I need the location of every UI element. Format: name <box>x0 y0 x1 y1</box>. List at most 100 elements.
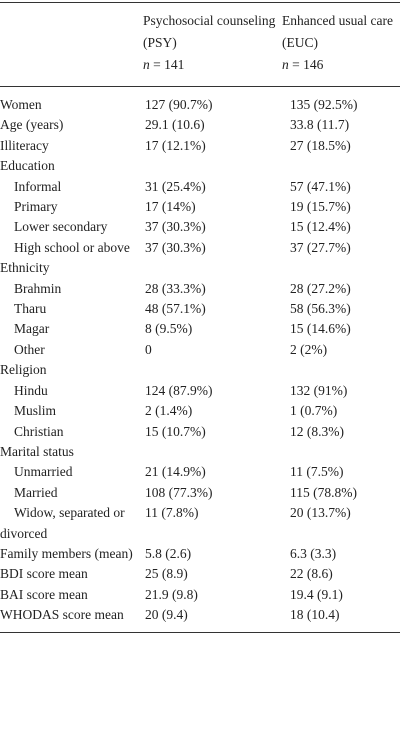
euc-cell: 18 (10.4) <box>290 607 340 623</box>
data-table: Psychosocial counseling (PSY) n = 141 Enha… <box>0 2 400 633</box>
psy-cell <box>138 442 282 462</box>
column-n: n = 146 <box>282 54 400 76</box>
euc-cell: 28 (27.2%) <box>290 280 351 296</box>
header-empty <box>0 3 138 87</box>
row-label: Family members (mean) <box>0 545 133 561</box>
table-row: Tharu 48 (57.1%) 58 (56.3%) <box>0 299 400 319</box>
euc-cell: 19 (15.7%) <box>290 199 351 215</box>
euc-cell: 2 (2%) <box>290 341 328 357</box>
table-row: WHODAS score mean 20 (9.4) 18 (10.4) <box>0 605 400 632</box>
table-row: Informal 31 (25.4%) 57 (47.1%) <box>0 177 400 197</box>
row-label: WHODAS score mean <box>0 607 124 623</box>
table-row: Family members (mean) 5.8 (2.6) 6.3 (3.3) <box>0 544 400 564</box>
row-label: Married <box>14 484 58 500</box>
psy-cell: 48 (57.1%) <box>145 301 206 317</box>
psy-cell: 108 (77.3%) <box>145 484 213 500</box>
table-row: Primary 17 (14%) 19 (15.7%) <box>0 197 400 217</box>
table-row: Unmarried 21 (14.9%) 11 (7.5%) <box>0 462 400 482</box>
row-label: Brahmin <box>14 280 62 296</box>
table-row: Ethnicity <box>0 258 400 278</box>
table-row: Married 108 (77.3%) 115 (78.8%) <box>0 483 400 503</box>
n-label: n <box>282 57 289 72</box>
row-label: Women <box>0 97 42 112</box>
row-label: Informal <box>14 178 62 194</box>
psy-cell: 20 (9.4) <box>145 607 188 623</box>
euc-cell <box>282 442 400 462</box>
psy-cell: 21.9 (9.8) <box>145 586 198 602</box>
row-label: Christian <box>14 423 64 439</box>
euc-cell: 15 (12.4%) <box>290 219 351 235</box>
euc-cell <box>282 258 400 278</box>
euc-cell: 27 (18.5%) <box>290 137 351 153</box>
table-row: Women 127 (90.7%) 135 (92.5%) <box>0 87 400 116</box>
row-label: High school or above <box>14 239 130 255</box>
row-label: Lower secondary <box>14 219 108 235</box>
column-header: Psychosocial counseling (PSY) n = 141 <box>138 3 282 87</box>
psy-cell: 21 (14.9%) <box>145 464 206 480</box>
column-n: n = 141 <box>143 54 282 76</box>
euc-cell: 11 (7.5%) <box>290 464 344 480</box>
euc-cell: 33.8 (11.7) <box>290 117 350 133</box>
table-row: BDI score mean 25 (8.9) 22 (8.6) <box>0 564 400 584</box>
psy-cell: 17 (12.1%) <box>145 137 206 153</box>
psy-cell: 11 (7.8%) <box>145 505 199 521</box>
table-row: Lower secondary 37 (30.3%) 15 (12.4%) <box>0 217 400 237</box>
psy-cell: 37 (30.3%) <box>145 239 206 255</box>
psy-cell: 0 <box>145 341 152 357</box>
table-row: High school or above 37 (30.3%) 37 (27.7%) <box>0 238 400 258</box>
table-row: Age (years) 29.1 (10.6) 33.8 (11.7) <box>0 115 400 135</box>
psy-cell: 5.8 (2.6) <box>145 545 192 561</box>
row-label: Muslim <box>14 403 57 419</box>
psy-cell: 31 (25.4%) <box>145 178 206 194</box>
table-row: Hindu 124 (87.9%) 132 (91%) <box>0 381 400 401</box>
euc-cell: 58 (56.3%) <box>290 301 351 317</box>
table-row: Christian 15 (10.7%) 12 (8.3%) <box>0 422 400 442</box>
row-label: BAI score mean <box>0 586 88 602</box>
table-body: Women 127 (90.7%) 135 (92.5%) Age (years) 29… <box>0 87 400 633</box>
psy-cell: 28 (33.3%) <box>145 280 206 296</box>
table-row: Illiteracy 17 (12.1%) 27 (18.5%) <box>0 136 400 156</box>
row-label: Religion <box>0 362 47 378</box>
row-label: Marital status <box>0 443 74 459</box>
row-label: Education <box>0 158 55 174</box>
euc-cell: 135 (92.5%) <box>290 97 358 112</box>
psy-cell <box>138 360 282 380</box>
row-label: Illiteracy <box>0 137 49 153</box>
row-label: Ethnicity <box>0 260 50 276</box>
euc-cell <box>282 156 400 176</box>
euc-cell: 132 (91%) <box>290 382 348 398</box>
psy-cell: 29.1 (10.6) <box>145 117 205 133</box>
euc-cell: 12 (8.3%) <box>290 423 344 439</box>
psy-cell: 127 (90.7%) <box>145 97 213 112</box>
psy-cell: 2 (1.4%) <box>145 403 193 419</box>
table-row: Widow, separated or divorced 11 (7.8%) 20 … <box>0 503 400 544</box>
psy-cell: 17 (14%) <box>145 199 196 215</box>
column-title: Enhanced usual care (EUC) <box>282 13 393 50</box>
psy-cell <box>138 156 282 176</box>
table-header: Psychosocial counseling (PSY) n = 141 Enha… <box>0 2 400 87</box>
row-label: Widow, separated or divorced <box>0 505 125 541</box>
psy-cell: 8 (9.5%) <box>145 321 193 337</box>
psy-cell: 25 (8.9) <box>145 566 188 582</box>
euc-cell: 1 (0.7%) <box>290 403 338 419</box>
table-row: BAI score mean 21.9 (9.8) 19.4 (9.1) <box>0 585 400 605</box>
psy-cell: 15 (10.7%) <box>145 423 206 439</box>
euc-cell: 19.4 (9.1) <box>290 586 343 602</box>
table-row: Other 0 2 (2%) <box>0 340 400 360</box>
column-header: Enhanced usual care (EUC) n = 146 <box>282 3 400 87</box>
psy-cell <box>138 258 282 278</box>
euc-cell: 37 (27.7%) <box>290 239 351 255</box>
psy-cell: 37 (30.3%) <box>145 219 206 235</box>
euc-cell: 20 (13.7%) <box>290 505 351 521</box>
row-label: Unmarried <box>14 464 73 480</box>
row-label: BDI score mean <box>0 566 88 582</box>
row-label: Age (years) <box>0 117 64 133</box>
column-title: Psychosocial counseling (PSY) <box>143 13 276 50</box>
n-label: n <box>143 57 150 72</box>
table-row: Marital status <box>0 442 400 462</box>
table-row: Education <box>0 156 400 176</box>
row-label: Primary <box>14 199 58 215</box>
row-label: Tharu <box>14 301 47 317</box>
row-label: Hindu <box>14 382 48 398</box>
